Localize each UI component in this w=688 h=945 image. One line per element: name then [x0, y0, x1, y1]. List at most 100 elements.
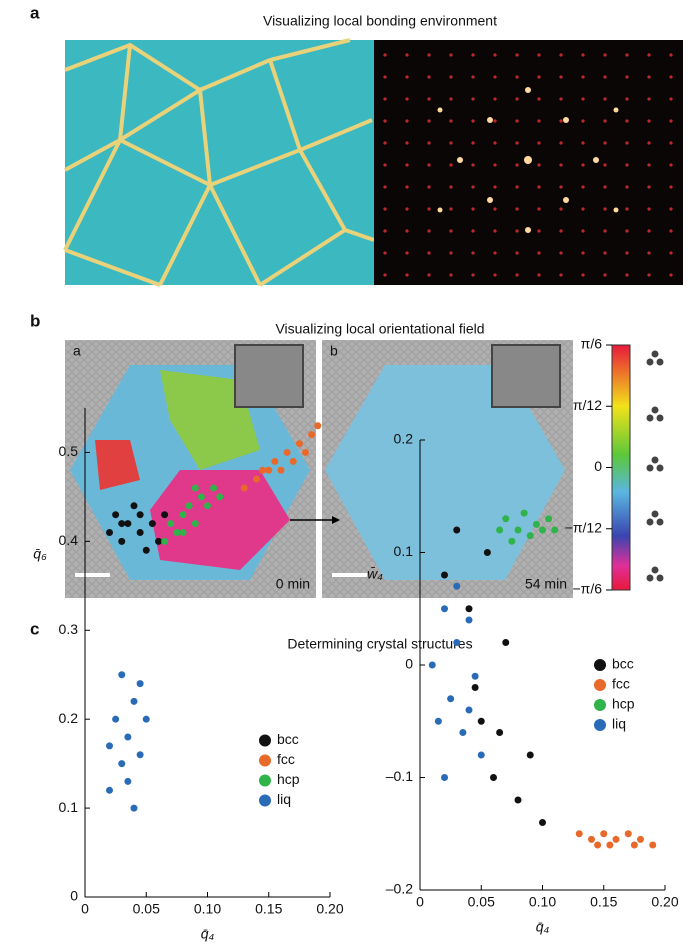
point — [112, 511, 119, 518]
point — [441, 605, 448, 612]
point — [180, 511, 187, 518]
x-tick-label: 0.05 — [133, 901, 160, 917]
legend-marker — [259, 795, 271, 807]
point — [527, 752, 534, 759]
legend-label: bcc — [612, 656, 634, 672]
colorbar-tick-label: π/12 — [573, 397, 602, 413]
point — [496, 527, 503, 534]
y-tick-label: 0.5 — [59, 443, 79, 459]
point — [155, 538, 162, 545]
legend-marker — [594, 679, 606, 691]
y-tick-label: 0.1 — [59, 799, 79, 815]
point — [466, 617, 473, 624]
point — [453, 583, 460, 590]
figure: a Visualizing local bonding environment … — [0, 0, 688, 945]
point — [106, 787, 113, 794]
colorbar-tick-label: −π/12 — [565, 519, 603, 535]
point — [106, 742, 113, 749]
point — [539, 527, 546, 534]
image-time: 0 min — [276, 576, 310, 592]
point — [161, 538, 168, 545]
y-tick-label: –0.1 — [386, 768, 413, 784]
point — [515, 527, 522, 534]
legend-marker — [594, 659, 606, 671]
point — [429, 662, 436, 669]
point — [606, 842, 613, 849]
point — [106, 529, 113, 536]
point — [149, 520, 156, 527]
x-tick-label: 0 — [81, 901, 89, 917]
point — [290, 458, 297, 465]
legend-marker — [259, 735, 271, 747]
point — [118, 520, 125, 527]
point — [253, 476, 260, 483]
image-label: b — [330, 343, 338, 359]
point — [515, 797, 522, 804]
point — [112, 716, 119, 723]
y-axis-label: q̄₆ — [33, 545, 47, 561]
legend-label: hcp — [612, 696, 635, 712]
point — [137, 529, 144, 536]
point — [600, 830, 607, 837]
x-tick-label: 0.10 — [529, 894, 556, 910]
x-tick-label: 0.10 — [194, 901, 221, 917]
y-tick-label: 0 — [405, 656, 413, 672]
point — [124, 520, 131, 527]
point — [625, 830, 632, 837]
panel-title: Visualizing local orientational field — [275, 321, 484, 337]
legend-label: liq — [612, 716, 626, 732]
point — [137, 680, 144, 687]
y-tick-label: 0.4 — [59, 532, 79, 548]
point — [527, 532, 534, 539]
point — [131, 698, 138, 705]
point — [124, 778, 131, 785]
y-axis-label: w̄₄ — [367, 566, 383, 582]
point — [210, 485, 217, 492]
colorbar — [612, 345, 630, 590]
point — [649, 842, 656, 849]
point — [588, 836, 595, 843]
orientation-icons — [647, 351, 664, 582]
point — [490, 774, 497, 781]
point — [198, 493, 205, 500]
point — [131, 805, 138, 812]
colorbar-tick-label: 0 — [594, 458, 602, 474]
point — [472, 673, 479, 680]
point — [118, 671, 125, 678]
legend-label: liq — [277, 791, 291, 807]
point — [472, 684, 479, 691]
legend-label: hcp — [277, 771, 300, 787]
x-tick-label: 0.20 — [651, 894, 678, 910]
point — [478, 752, 485, 759]
point — [502, 515, 509, 522]
point — [441, 572, 448, 579]
y-tick-label: 0.1 — [394, 543, 414, 559]
point — [447, 695, 454, 702]
x-tick-label: 0.15 — [255, 901, 282, 917]
point — [631, 842, 638, 849]
point — [124, 733, 131, 740]
point — [637, 836, 644, 843]
point — [118, 538, 125, 545]
point — [204, 502, 211, 509]
point — [466, 605, 473, 612]
point — [576, 830, 583, 837]
x-axis-label: q̄₄ — [201, 926, 215, 942]
x-tick-label: 0.05 — [468, 894, 495, 910]
legend-marker — [259, 755, 271, 767]
point — [533, 521, 540, 528]
legend-marker — [594, 699, 606, 711]
point — [241, 485, 248, 492]
point — [478, 718, 485, 725]
point — [161, 511, 168, 518]
point — [521, 510, 528, 517]
point — [143, 716, 150, 723]
panel-title: Visualizing local bonding environment — [263, 13, 497, 29]
legend-marker — [259, 775, 271, 787]
diffraction-image — [374, 40, 683, 285]
x-tick-label: 0.20 — [316, 901, 343, 917]
point — [173, 529, 180, 536]
point — [453, 527, 460, 534]
point — [192, 520, 199, 527]
point — [466, 707, 473, 714]
